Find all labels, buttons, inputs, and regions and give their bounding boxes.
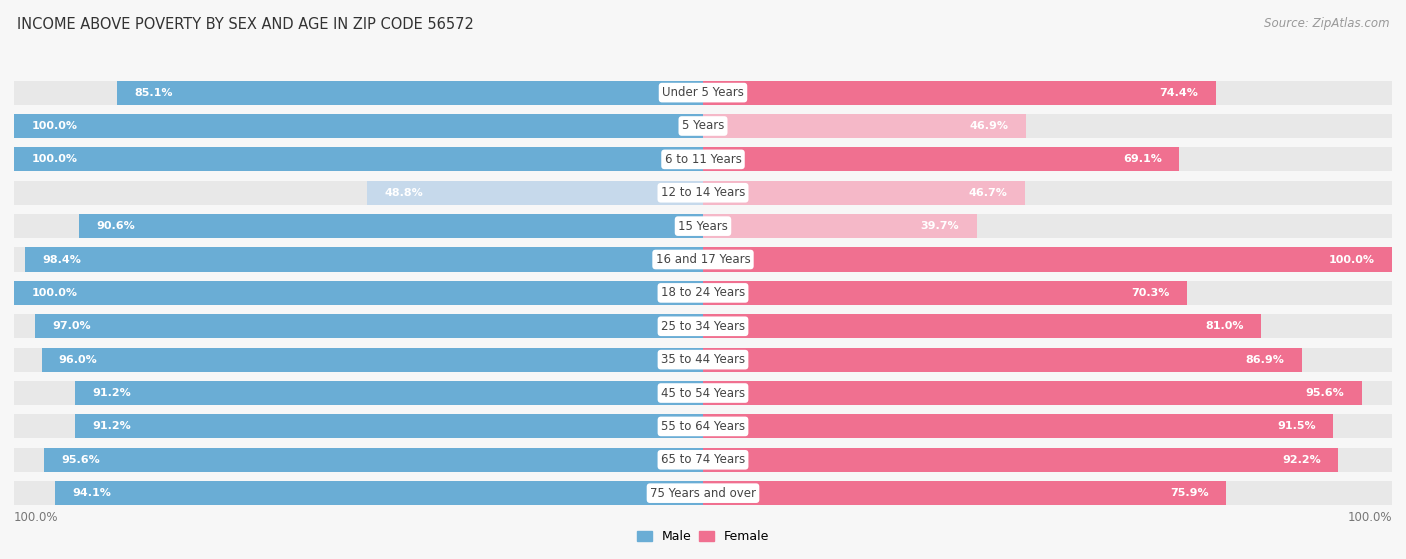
- Bar: [703, 248, 1392, 272]
- Bar: [14, 381, 1392, 405]
- Bar: [79, 214, 703, 238]
- Bar: [55, 481, 703, 505]
- Legend: Male, Female: Male, Female: [631, 525, 775, 548]
- Text: 91.2%: 91.2%: [91, 421, 131, 432]
- Bar: [703, 448, 1339, 472]
- Text: 16 and 17 Years: 16 and 17 Years: [655, 253, 751, 266]
- Text: 92.2%: 92.2%: [1282, 455, 1322, 465]
- Text: Under 5 Years: Under 5 Years: [662, 86, 744, 99]
- Bar: [45, 448, 703, 472]
- Text: 46.9%: 46.9%: [970, 121, 1010, 131]
- Text: 100.0%: 100.0%: [31, 154, 77, 164]
- Bar: [14, 248, 1392, 272]
- Bar: [14, 114, 703, 138]
- Bar: [703, 181, 1025, 205]
- Bar: [703, 148, 1180, 172]
- Text: 12 to 14 Years: 12 to 14 Years: [661, 186, 745, 199]
- Text: 70.3%: 70.3%: [1132, 288, 1170, 298]
- Text: 96.0%: 96.0%: [59, 354, 97, 364]
- Bar: [703, 348, 1302, 372]
- Bar: [703, 80, 1216, 105]
- Text: 45 to 54 Years: 45 to 54 Years: [661, 386, 745, 400]
- Text: 90.6%: 90.6%: [96, 221, 135, 231]
- Bar: [25, 248, 703, 272]
- Text: 100.0%: 100.0%: [1329, 254, 1375, 264]
- Text: 6 to 11 Years: 6 to 11 Years: [665, 153, 741, 166]
- Text: 91.5%: 91.5%: [1278, 421, 1316, 432]
- Bar: [14, 281, 703, 305]
- Text: 25 to 34 Years: 25 to 34 Years: [661, 320, 745, 333]
- Text: 75.9%: 75.9%: [1170, 488, 1209, 498]
- Text: 91.2%: 91.2%: [91, 388, 131, 398]
- Text: 100.0%: 100.0%: [31, 121, 77, 131]
- Text: 74.4%: 74.4%: [1160, 88, 1198, 98]
- Text: 85.1%: 85.1%: [134, 88, 173, 98]
- Bar: [14, 314, 1392, 338]
- Bar: [703, 381, 1361, 405]
- Text: 94.1%: 94.1%: [72, 488, 111, 498]
- Bar: [14, 214, 1392, 238]
- Bar: [14, 448, 1392, 472]
- Text: 48.8%: 48.8%: [384, 188, 423, 198]
- Bar: [75, 414, 703, 438]
- Bar: [703, 314, 1261, 338]
- Text: 86.9%: 86.9%: [1246, 354, 1285, 364]
- Text: 18 to 24 Years: 18 to 24 Years: [661, 286, 745, 300]
- Bar: [14, 114, 1392, 138]
- Text: 100.0%: 100.0%: [31, 288, 77, 298]
- Text: 65 to 74 Years: 65 to 74 Years: [661, 453, 745, 466]
- Text: 98.4%: 98.4%: [42, 254, 82, 264]
- Bar: [14, 281, 1392, 305]
- Text: 95.6%: 95.6%: [62, 455, 100, 465]
- Bar: [703, 414, 1333, 438]
- Bar: [703, 481, 1226, 505]
- Text: 5 Years: 5 Years: [682, 120, 724, 132]
- Text: 69.1%: 69.1%: [1123, 154, 1161, 164]
- Bar: [703, 214, 977, 238]
- Bar: [14, 414, 1392, 438]
- Bar: [14, 348, 1392, 372]
- Text: 35 to 44 Years: 35 to 44 Years: [661, 353, 745, 366]
- Text: 46.7%: 46.7%: [969, 188, 1008, 198]
- Bar: [703, 114, 1026, 138]
- Bar: [117, 80, 703, 105]
- Text: 55 to 64 Years: 55 to 64 Years: [661, 420, 745, 433]
- Bar: [14, 148, 703, 172]
- Text: 75 Years and over: 75 Years and over: [650, 487, 756, 500]
- Text: 39.7%: 39.7%: [921, 221, 959, 231]
- Bar: [14, 181, 1392, 205]
- Text: INCOME ABOVE POVERTY BY SEX AND AGE IN ZIP CODE 56572: INCOME ABOVE POVERTY BY SEX AND AGE IN Z…: [17, 17, 474, 32]
- Text: 97.0%: 97.0%: [52, 321, 90, 331]
- Bar: [14, 481, 1392, 505]
- Bar: [14, 80, 1392, 105]
- Bar: [75, 381, 703, 405]
- Bar: [703, 281, 1187, 305]
- Bar: [42, 348, 703, 372]
- Bar: [367, 181, 703, 205]
- Bar: [35, 314, 703, 338]
- Text: 81.0%: 81.0%: [1205, 321, 1244, 331]
- Text: Source: ZipAtlas.com: Source: ZipAtlas.com: [1264, 17, 1389, 30]
- Text: 95.6%: 95.6%: [1306, 388, 1344, 398]
- Bar: [14, 148, 1392, 172]
- Text: 100.0%: 100.0%: [14, 511, 59, 524]
- Text: 15 Years: 15 Years: [678, 220, 728, 233]
- Text: 100.0%: 100.0%: [1347, 511, 1392, 524]
